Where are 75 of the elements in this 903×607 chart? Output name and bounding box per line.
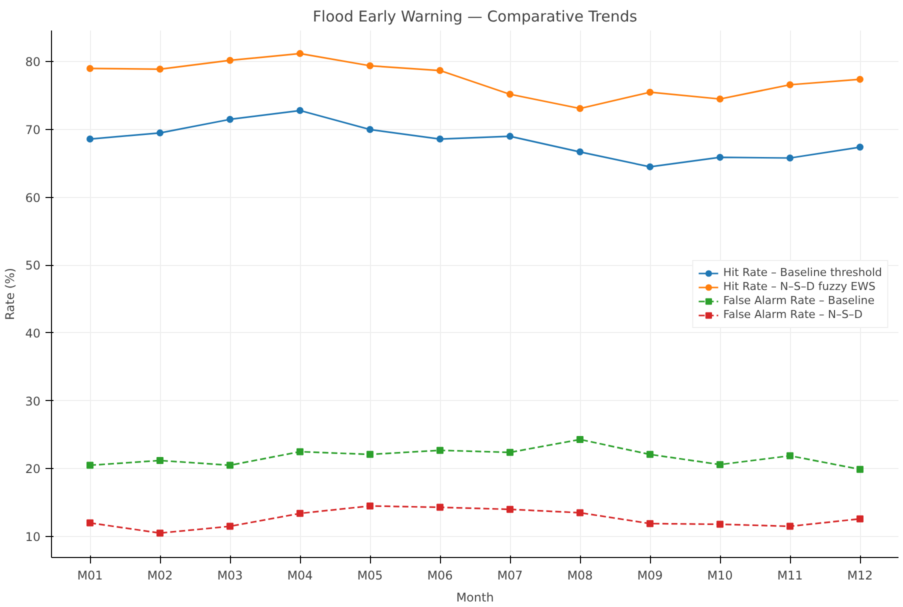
y-tick-label: 80	[25, 55, 41, 70]
point	[86, 64, 94, 72]
y-tick-label: 30	[25, 394, 41, 408]
x-tick-label: M11	[777, 568, 803, 582]
point	[646, 163, 654, 170]
point	[86, 519, 94, 526]
point	[436, 67, 444, 74]
point	[366, 62, 374, 70]
point	[86, 136, 94, 143]
point	[716, 154, 724, 161]
point	[156, 457, 164, 464]
point	[716, 461, 724, 468]
x-tick-label: M06	[427, 568, 453, 582]
point	[506, 132, 514, 140]
x-tick-label: M01	[77, 568, 103, 582]
point	[856, 515, 864, 522]
point	[366, 450, 374, 458]
point	[856, 466, 864, 473]
chart-title: Flood Early Warning — Comparative Trends	[312, 8, 638, 26]
x-tick-label: M10	[707, 568, 733, 582]
point	[576, 436, 584, 443]
x-tick-label: M08	[567, 568, 593, 582]
point	[856, 144, 864, 151]
point	[786, 81, 794, 88]
y-axis-title: Rate (%)	[3, 268, 18, 320]
point	[506, 448, 514, 456]
y-tick-label: 70	[25, 123, 41, 138]
point	[436, 136, 444, 143]
point	[296, 510, 304, 517]
x-tick-label: M07	[497, 568, 523, 582]
y-tick-label: 20	[25, 462, 41, 476]
point	[576, 148, 584, 156]
point	[156, 66, 164, 73]
x-tick-label: M12	[847, 568, 873, 582]
point	[226, 56, 234, 64]
point	[786, 154, 794, 162]
point	[296, 107, 304, 114]
point	[646, 520, 654, 528]
point	[226, 522, 234, 530]
point	[436, 446, 444, 454]
legend-label: False Alarm Rate – Baseline	[723, 294, 875, 308]
point	[856, 76, 864, 83]
point	[786, 522, 794, 530]
point	[506, 506, 514, 513]
point	[716, 520, 724, 528]
point	[786, 452, 794, 460]
x-tick-label: M09	[637, 568, 663, 582]
legend-label: False Alarm Rate – N–S–D	[723, 308, 863, 322]
point	[156, 530, 164, 537]
point	[576, 105, 584, 112]
point	[576, 509, 584, 516]
point	[86, 462, 94, 469]
point	[226, 116, 234, 123]
x-tick-label: M04	[287, 568, 313, 582]
point	[156, 129, 164, 136]
point	[506, 90, 514, 98]
point	[366, 126, 374, 134]
y-tick-label: 60	[25, 190, 41, 205]
x-tick-label: M05	[357, 568, 383, 582]
y-tick-label: 10	[25, 530, 41, 544]
point	[716, 96, 724, 102]
point	[296, 448, 304, 456]
x-tick-label: M03	[217, 568, 243, 582]
point	[226, 462, 234, 469]
y-tick-label: 50	[25, 258, 41, 273]
point	[646, 88, 654, 96]
point	[366, 502, 374, 510]
x-axis-title: Month	[456, 590, 494, 604]
point	[436, 504, 444, 511]
point	[296, 50, 304, 58]
x-tick-label: M02	[147, 568, 173, 582]
legend-label: Hit Rate – N–S–D fuzzy EWS	[723, 280, 876, 294]
point	[646, 450, 654, 458]
legend-label: Hit Rate – Baseline threshold	[723, 266, 882, 280]
y-tick-label: 40	[25, 326, 41, 340]
